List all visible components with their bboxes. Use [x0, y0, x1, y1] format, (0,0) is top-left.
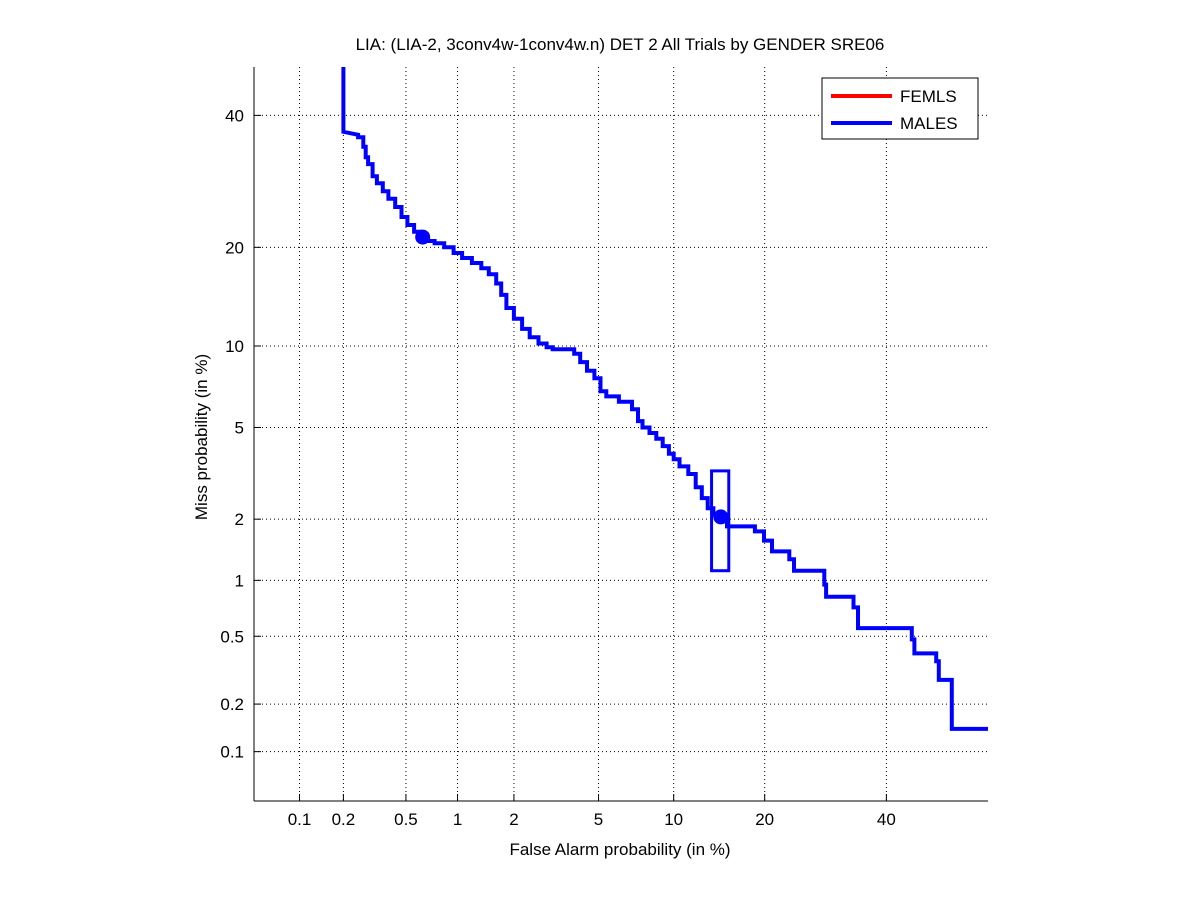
y-tick-label: 2	[235, 510, 244, 529]
legend-label-males: MALES	[900, 114, 958, 133]
axes-layer: 0.1 0.2 0.5 1 2 5 10 20 40 0.1 0.2 0.5 1 2 5 10 20 40	[220, 67, 988, 829]
y-tick-label: 5	[235, 418, 244, 437]
y-tick-label: 0.1	[220, 743, 244, 762]
x-tick-label: 40	[877, 810, 896, 829]
x-tick-label: 0.1	[288, 810, 312, 829]
chart-title: LIA: (LIA-2, 3conv4w-1conv4w.n) DET 2 Al…	[356, 35, 885, 54]
y-tick-label: 0.2	[220, 695, 244, 714]
x-tick-label: 0.5	[394, 810, 418, 829]
y-tick-label: 1	[235, 571, 244, 590]
x-tick-label: 1	[453, 810, 462, 829]
y-tick-label: 10	[225, 337, 244, 356]
legend: FEMLS MALES	[821, 77, 979, 140]
y-tick-label: 20	[225, 238, 244, 257]
y-axis-label: Miss probability (in %)	[192, 354, 211, 520]
x-axis-label: False Alarm probability (in %)	[509, 840, 730, 859]
legend-label-femls: FEMLS	[900, 87, 957, 106]
legend-box	[821, 77, 979, 140]
confidence-box	[710, 469, 731, 573]
x-tick-label: 0.2	[332, 810, 356, 829]
operating-point-2	[713, 509, 729, 525]
y-tick-label: 0.5	[220, 627, 244, 646]
x-tick-label: 20	[755, 810, 774, 829]
x-tick-label: 10	[664, 810, 683, 829]
x-tick-label: 5	[594, 810, 603, 829]
series-line-males	[341, 67, 988, 731]
series-layer	[341, 67, 988, 731]
operating-point-1	[415, 229, 431, 245]
grid-lines	[254, 67, 988, 801]
x-tick-label: 2	[509, 810, 518, 829]
y-tick-label: 40	[225, 106, 244, 125]
